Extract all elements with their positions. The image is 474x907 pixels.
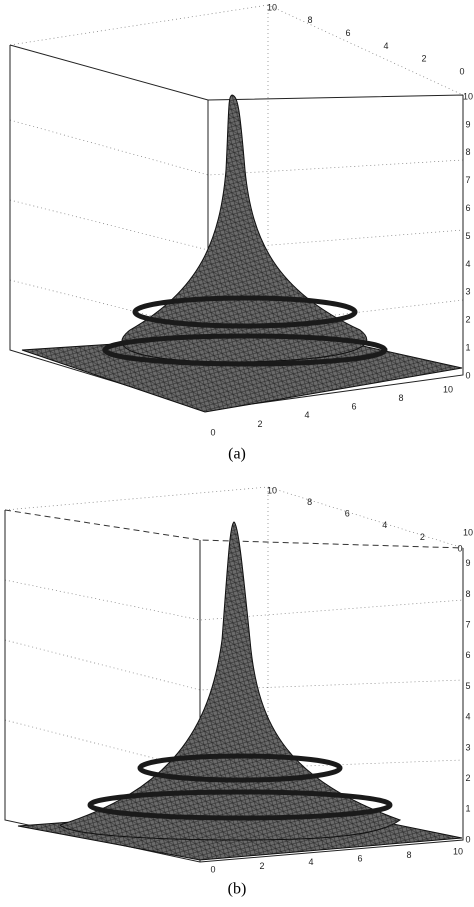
front-tick-label: 10 — [443, 384, 453, 394]
band — [102, 333, 388, 367]
z-tick-label: 1 — [465, 342, 470, 352]
back-tick-label: 8 — [307, 497, 312, 507]
front-tick-label: 0 — [210, 427, 215, 437]
z-tick-label: 8 — [465, 589, 470, 599]
z-tick-label: 7 — [465, 619, 470, 629]
z-tick-label: 4 — [465, 259, 470, 269]
front-tick-label: 0 — [210, 864, 215, 874]
panel-a: (a) — [9, 4, 464, 463]
z-tick-label: 6 — [465, 203, 470, 213]
box — [4, 509, 464, 549]
front-tick-label: 6 — [351, 402, 356, 412]
front-tick-label: 2 — [259, 861, 264, 871]
front-tick-label: 4 — [304, 410, 309, 420]
front-tick-label: 10 — [453, 846, 463, 856]
front-tick-label: 8 — [406, 850, 411, 860]
band — [137, 753, 343, 783]
z-tick-label: 2 — [465, 315, 470, 325]
z-tick-label: 0 — [465, 834, 470, 844]
back-tick-label: 4 — [382, 520, 387, 530]
band — [132, 295, 358, 329]
back-tick-label: 0 — [459, 66, 464, 76]
z-tick-label: 3 — [465, 742, 470, 752]
z-tick-label: 0 — [465, 370, 470, 380]
z-tick-label: 5 — [465, 681, 470, 691]
front-tick-label: 8 — [398, 393, 403, 403]
z-tick-label: 3 — [465, 287, 470, 297]
front-tick-label: 2 — [257, 419, 262, 429]
z-tick-label: 1 — [465, 804, 470, 814]
peak-mesh — [59, 521, 402, 841]
back-tick-label: 8 — [307, 15, 312, 25]
caption: (a) — [228, 446, 246, 463]
back-tick-label: 6 — [345, 509, 350, 519]
back-tick-label: 4 — [383, 41, 388, 51]
z-tick-label: 4 — [465, 712, 470, 722]
band — [87, 789, 393, 821]
panel-b: (b) — [4, 486, 464, 898]
back-tick-label: 10 — [267, 2, 277, 12]
z-tick-label: 8 — [465, 147, 470, 157]
front-tick-label: 6 — [357, 854, 362, 864]
front-tick-label: 4 — [308, 857, 313, 867]
z-tick-label: 7 — [465, 175, 470, 185]
back-tick-label: 6 — [345, 28, 350, 38]
back-tick-label: 0 — [457, 543, 462, 553]
back-tick-label: 10 — [267, 485, 277, 495]
z-tick-label: 9 — [465, 558, 470, 568]
z-tick-label: 10 — [463, 527, 473, 537]
z-tick-label: 5 — [465, 231, 470, 241]
back-tick-label: 2 — [421, 54, 426, 64]
z-tick-label: 6 — [465, 650, 470, 660]
z-tick-label: 10 — [463, 91, 473, 101]
z-tick-label: 2 — [465, 773, 470, 783]
back-tick-label: 2 — [420, 532, 425, 542]
caption: (b) — [228, 881, 247, 898]
z-tick-label: 9 — [465, 119, 470, 129]
grid — [4, 486, 464, 780]
